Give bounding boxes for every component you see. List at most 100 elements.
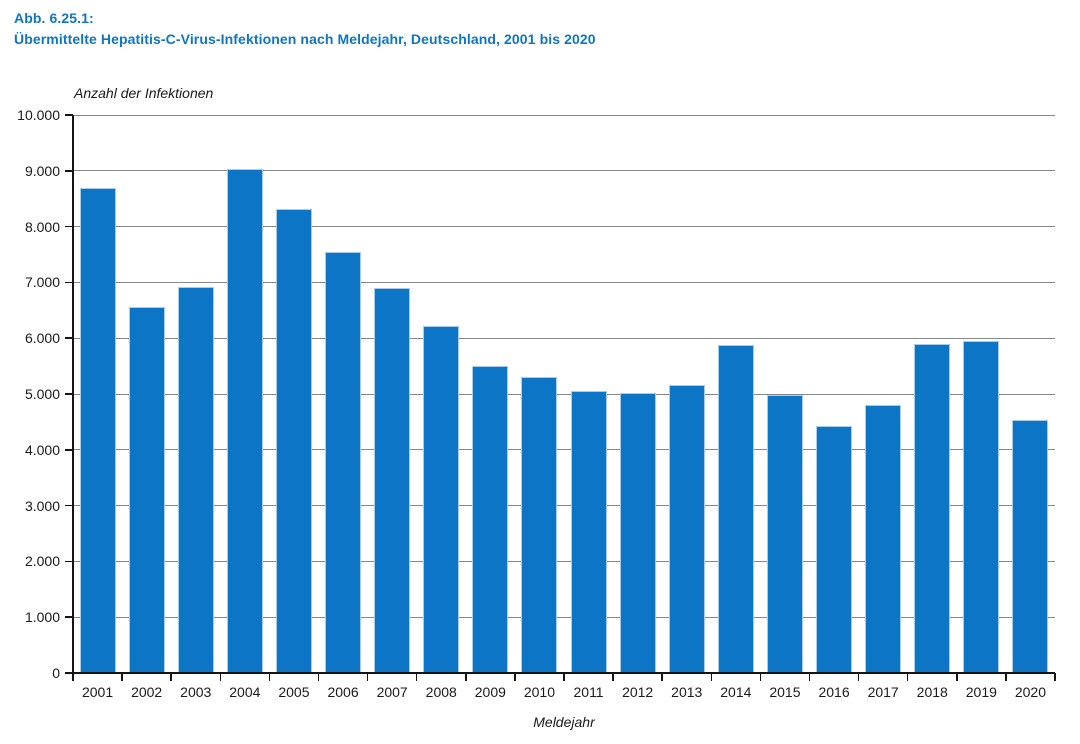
bar-2006	[325, 252, 362, 673]
x-axis-tick	[121, 673, 123, 681]
y-tick-label: 2.000	[24, 553, 60, 570]
bar-2016	[816, 425, 853, 673]
x-tick-label: 2012	[622, 684, 654, 700]
figure-title: Übermittelte Hepatitis-C-Virus-Infektion…	[14, 31, 596, 47]
x-tick-label: 2013	[671, 684, 703, 700]
y-tick-label: 9.000	[24, 162, 60, 179]
x-axis-tick	[170, 673, 172, 681]
x-axis-title: Meldejahr	[533, 714, 595, 730]
bar-2001	[79, 187, 116, 673]
x-tick-label: 2006	[327, 684, 359, 700]
x-axis-tick	[72, 673, 74, 681]
x-tick-label: 2010	[523, 684, 556, 700]
bar-2015	[766, 394, 803, 673]
x-axis-tick	[808, 673, 811, 681]
gridline	[73, 616, 1055, 618]
y-axis-tick	[65, 114, 73, 116]
x-axis-tick	[317, 673, 320, 681]
y-tick-label: 8.000	[24, 218, 60, 235]
bar-2008	[423, 325, 460, 673]
y-axis-tick	[65, 393, 73, 395]
x-tick-label: 2014	[720, 684, 752, 700]
x-tick-label: 2009	[474, 684, 506, 700]
bar-2002	[128, 306, 165, 673]
bar-2013	[668, 384, 705, 673]
x-axis-tick	[906, 673, 909, 681]
gridline	[73, 560, 1055, 562]
x-axis-tick	[268, 673, 271, 681]
y-axis-tick	[65, 560, 73, 563]
y-axis-tick	[65, 170, 73, 172]
gridline	[73, 449, 1055, 451]
y-tick-label: 1.000	[24, 609, 60, 626]
bar-2009	[472, 365, 509, 673]
x-tick-label: 2002	[131, 684, 163, 700]
x-axis-tick	[661, 673, 663, 681]
y-axis-tick	[65, 449, 73, 451]
y-axis-tick	[65, 504, 73, 507]
x-tick-label: 2015	[769, 684, 801, 700]
y-tick-label: 0	[52, 665, 60, 681]
x-axis-tick	[759, 673, 762, 681]
x-tick-label: 2008	[425, 684, 457, 700]
x-axis-tick	[857, 673, 860, 681]
gridline	[73, 281, 1055, 283]
x-axis-tick	[219, 673, 222, 681]
y-axis-title: Anzahl der Infektionen	[74, 85, 214, 101]
x-tick-label: 2016	[818, 684, 850, 700]
x-tick-label: 2007	[376, 684, 408, 700]
bar-2004	[226, 169, 263, 673]
x-axis-tick	[366, 673, 369, 681]
gridline	[73, 393, 1055, 395]
x-tick-label: 2011	[573, 684, 604, 700]
x-axis-tick	[1005, 673, 1007, 681]
bar-2010	[521, 377, 558, 673]
y-axis-tick	[65, 281, 73, 284]
bar-2019	[963, 341, 1000, 673]
x-axis-line	[73, 672, 1055, 674]
x-tick-label: 2005	[278, 684, 310, 700]
bar-2018	[914, 344, 951, 673]
y-axis-tick	[65, 616, 73, 618]
chart-plot-area: 0 1.000 2.000 3.000 4.000 5.000 6.000 7.000 8.00…	[17, 107, 1056, 700]
x-axis-tick	[465, 673, 467, 681]
gridline	[73, 226, 1055, 228]
x-tick-label: 2001	[81, 684, 114, 700]
gridline	[73, 114, 1055, 116]
x-axis-tick	[612, 673, 614, 681]
x-axis-tick	[415, 673, 418, 681]
bar-2011	[570, 391, 607, 673]
x-axis-tick	[514, 673, 516, 681]
gridline	[73, 337, 1055, 339]
bar-2007	[374, 287, 411, 673]
bar-2005	[275, 209, 312, 673]
y-axis-tick	[65, 672, 73, 674]
y-tick-label: 5.000	[24, 386, 60, 402]
x-tick-label: 2004	[229, 684, 261, 700]
x-axis-tick	[1054, 673, 1056, 681]
bar-2020	[1012, 419, 1049, 673]
bar-2014	[717, 344, 754, 673]
x-tick-label: 2018	[916, 684, 948, 700]
y-axis-line	[71, 115, 74, 673]
figure-label: Abb. 6.25.1:	[14, 10, 94, 26]
y-tick-label: 3.000	[24, 497, 60, 514]
x-axis-tick	[710, 673, 713, 681]
gridline	[73, 170, 1055, 172]
y-tick-label: 4.000	[24, 441, 60, 458]
x-tick-label: 2019	[965, 684, 997, 700]
y-tick-label: 7.000	[24, 274, 60, 291]
y-tick-label: 6.000	[24, 330, 60, 347]
y-axis-tick	[65, 337, 73, 339]
bar-2012	[619, 393, 656, 673]
x-axis-tick	[956, 673, 958, 681]
x-tick-label: 2017	[867, 684, 899, 700]
bar-2003	[177, 286, 214, 673]
x-tick-label: 2003	[180, 684, 212, 700]
gridline	[73, 505, 1055, 507]
x-axis-tick	[563, 673, 565, 681]
y-axis-tick	[65, 225, 73, 228]
y-tick-label: 10.000	[17, 107, 60, 123]
x-tick-label: 2020	[1014, 684, 1047, 700]
